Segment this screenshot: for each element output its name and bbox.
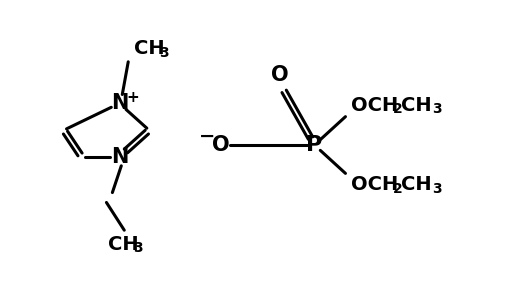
Text: +: +: [127, 90, 140, 105]
Text: 2: 2: [392, 102, 402, 116]
Text: 3: 3: [159, 46, 169, 60]
Text: O: O: [211, 135, 229, 155]
Text: N: N: [111, 93, 128, 113]
Text: 2: 2: [392, 182, 402, 196]
Text: O: O: [271, 65, 289, 85]
Text: −: −: [199, 127, 215, 146]
Text: 3: 3: [432, 102, 442, 116]
Text: CH: CH: [401, 175, 431, 194]
Text: CH: CH: [134, 40, 164, 58]
Text: OCH: OCH: [351, 175, 399, 194]
Text: 3: 3: [133, 241, 143, 255]
Text: P: P: [306, 135, 323, 155]
Text: OCH: OCH: [351, 96, 399, 115]
Text: 3: 3: [432, 182, 442, 196]
Text: N: N: [111, 147, 128, 167]
Text: CH: CH: [108, 235, 139, 253]
Text: CH: CH: [401, 96, 431, 115]
